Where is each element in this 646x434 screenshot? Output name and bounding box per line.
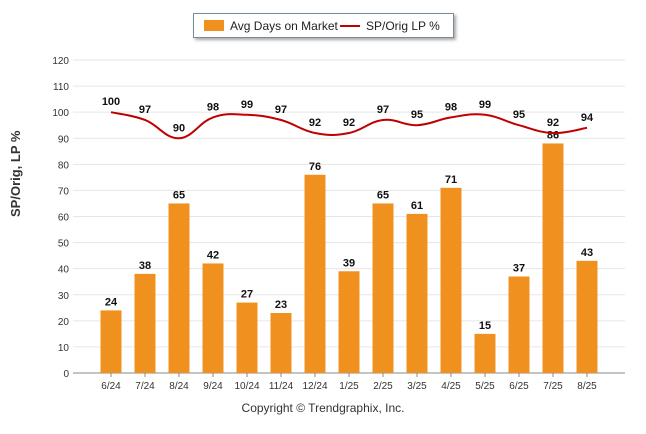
y-tick-label: 20 (58, 317, 70, 328)
bar-data-label: 39 (343, 257, 355, 269)
x-tick-label: 10/24 (234, 381, 259, 392)
bar (202, 263, 224, 373)
y-tick-label: 110 (53, 82, 69, 93)
line-data-label: 92 (547, 117, 559, 129)
x-tick-labels: 6/24 7/24 8/24 9/24 10/24 11/24 12/24 1/25 2/25 3… (101, 373, 597, 392)
line-data-label: 95 (513, 109, 525, 121)
x-tick-label: 8/24 (169, 381, 189, 392)
bar (542, 143, 564, 373)
bar (372, 203, 394, 373)
x-tick-label: 3/25 (407, 381, 427, 392)
x-tick-label: 11/24 (269, 381, 294, 392)
x-tick-label: 7/24 (135, 381, 155, 392)
legend-line-label: SP/Orig LP % (366, 19, 440, 33)
y-axis-label: SP/Orig, LP % (8, 130, 23, 217)
legend-bar-swatch (204, 20, 224, 31)
line-data-label: 100 (102, 96, 120, 108)
bar (168, 203, 190, 373)
bar (474, 333, 496, 373)
bar-data-label: 23 (275, 299, 287, 311)
bar-data-label: 43 (581, 247, 593, 259)
bar (270, 313, 292, 373)
line-data-label: 99 (479, 99, 491, 111)
line-data-label: 98 (445, 101, 457, 113)
y-tick-label: 10 (58, 343, 70, 354)
x-tick-label: 2/25 (373, 381, 393, 392)
bar (338, 271, 360, 373)
line-data-label: 92 (343, 117, 355, 129)
y-tick-label: 90 (58, 134, 70, 145)
line-data-label: 92 (309, 117, 321, 129)
legend-line-swatch (340, 25, 360, 27)
y-tick-label: 60 (58, 213, 70, 224)
x-tick-label: 4/25 (441, 381, 461, 392)
bar-data-label: 37 (513, 262, 525, 274)
gridlines (73, 59, 625, 374)
bar-data-label: 24 (105, 296, 118, 308)
bar-data-label: 42 (207, 249, 219, 261)
x-tick-label: 9/24 (203, 381, 223, 392)
bar-data-label: 38 (139, 260, 151, 272)
y-tick-labels: 0 10 20 30 40 50 60 70 80 90 100 110 120 (52, 56, 69, 380)
bar (440, 187, 462, 373)
bar-data-labels: 24 38 65 42 27 23 76 39 65 61 71 15 37 86 43 (105, 129, 593, 331)
line-data-label: 90 (173, 122, 185, 134)
line-series (110, 111, 588, 140)
bar-data-label: 86 (547, 129, 559, 141)
x-tick-label: 7/25 (543, 381, 563, 392)
y-tick-label: 50 (58, 239, 70, 250)
y-tick-label: 30 (58, 291, 70, 302)
copyright-text: Copyright © Trendgraphix, Inc. (241, 401, 405, 415)
y-tick-label: 40 (58, 265, 70, 276)
bar-data-label: 65 (173, 189, 185, 201)
bar-data-label: 27 (241, 289, 253, 301)
y-tick-label: 120 (52, 56, 69, 67)
line-data-label: 94 (581, 112, 594, 124)
x-tick-label: 8/25 (577, 381, 597, 392)
x-tick-label: 6/24 (101, 381, 121, 392)
y-tick-label: 100 (52, 108, 69, 119)
line-data-label: 98 (207, 101, 219, 113)
bar (576, 260, 598, 373)
line-data-label: 97 (377, 104, 389, 116)
bar-data-label: 15 (479, 320, 491, 332)
bar (236, 302, 258, 373)
y-tick-label: 0 (63, 369, 69, 380)
line-data-labels: 100 97 90 98 99 97 92 92 97 95 98 99 95 92 94 (102, 96, 594, 134)
bar (406, 213, 428, 373)
legend-bar-label: Avg Days on Market (230, 19, 338, 33)
line-data-label: 99 (241, 99, 253, 111)
bar-data-label: 76 (309, 161, 321, 173)
bar-data-label: 61 (411, 200, 423, 212)
x-tick-label: 6/25 (509, 381, 529, 392)
line-data-label: 97 (275, 104, 287, 116)
bar (508, 276, 530, 373)
line-data-label: 97 (139, 104, 151, 116)
line-series-path (110, 111, 588, 140)
x-tick-label: 12/24 (302, 381, 327, 392)
bar (100, 310, 122, 373)
x-tick-label: 1/25 (339, 381, 359, 392)
bars (100, 143, 598, 373)
legend: Avg Days on Market SP/Orig LP % (193, 13, 454, 38)
bar (134, 273, 156, 373)
line-data-label: 95 (411, 109, 423, 121)
bar-data-label: 71 (445, 174, 457, 186)
x-tick-label: 5/25 (475, 381, 495, 392)
y-tick-label: 80 (58, 160, 70, 171)
y-tick-label: 70 (58, 186, 70, 197)
bar (304, 174, 326, 373)
bar-data-label: 65 (377, 189, 389, 201)
